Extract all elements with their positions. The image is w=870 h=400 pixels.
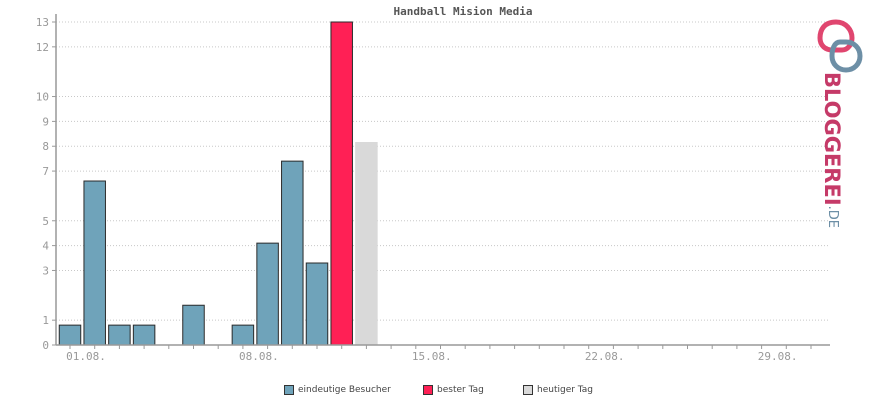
x-tick-label: 15.08. xyxy=(412,350,452,363)
legend-item-heutiger-tag: heutiger Tag xyxy=(523,385,593,395)
legend-label: eindeutige Besucher xyxy=(298,385,391,395)
y-tick-label: 8 xyxy=(42,140,49,153)
bar xyxy=(281,160,304,346)
bar xyxy=(83,180,106,346)
legend: eindeutige Besucher bester Tag heutiger … xyxy=(0,385,870,399)
bar xyxy=(182,304,205,346)
legend-item-bester-tag: bester Tag xyxy=(423,385,484,395)
y-tick-label: 13 xyxy=(36,16,49,29)
grid-lines xyxy=(56,21,830,321)
logo-wordmark: BLOGGEREI.DE xyxy=(820,72,844,228)
y-tick-label: 0 xyxy=(42,339,49,352)
bar xyxy=(305,262,329,346)
x-axis-ticks: 01.08. 08.08. 15.08. 22.08. 29.08. xyxy=(66,345,812,363)
bar xyxy=(330,21,353,346)
logo-brand: BLOGGEREI xyxy=(820,72,844,206)
y-tick-label: 4 xyxy=(42,240,49,253)
bar xyxy=(58,324,82,346)
bar xyxy=(355,142,378,346)
x-tick-label: 01.08. xyxy=(66,350,106,363)
legend-swatch xyxy=(284,385,294,395)
y-tick-label: 1 xyxy=(42,314,49,327)
x-tick-label: 29.08. xyxy=(758,350,798,363)
x-tick-label: 08.08. xyxy=(239,350,279,363)
bars xyxy=(58,21,378,346)
y-tick-label: 7 xyxy=(42,165,49,178)
legend-swatch xyxy=(523,385,533,395)
y-tick-label: 5 xyxy=(42,215,49,228)
legend-swatch xyxy=(423,385,433,395)
bar xyxy=(108,324,131,346)
legend-item-eindeutige-besucher: eindeutige Besucher xyxy=(284,385,391,395)
y-tick-label: 3 xyxy=(42,264,49,277)
legend-label: heutiger Tag xyxy=(537,385,594,395)
bar xyxy=(256,242,279,346)
legend-label: bester Tag xyxy=(437,385,484,395)
bar xyxy=(231,324,255,346)
x-tick-label: 22.08. xyxy=(585,350,625,363)
y-tick-label: 10 xyxy=(36,91,49,104)
y-tick-label: 12 xyxy=(36,41,49,54)
bloggerei-logo-icon xyxy=(817,19,863,73)
bar xyxy=(132,324,156,346)
chart-title: Handball Mision Media xyxy=(393,5,533,18)
logo-suffix: .DE xyxy=(825,205,840,228)
y-tick-label: 9 xyxy=(42,115,49,128)
axes xyxy=(55,14,830,346)
